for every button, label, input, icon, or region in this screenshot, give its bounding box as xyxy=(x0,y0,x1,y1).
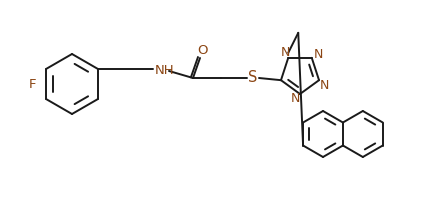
Text: F: F xyxy=(29,78,36,90)
Text: O: O xyxy=(197,43,207,57)
Text: N: N xyxy=(281,46,290,59)
Text: NH: NH xyxy=(155,64,174,78)
Text: N: N xyxy=(314,48,323,61)
Text: N: N xyxy=(290,93,300,105)
Text: S: S xyxy=(248,70,258,85)
Text: N: N xyxy=(319,79,329,92)
